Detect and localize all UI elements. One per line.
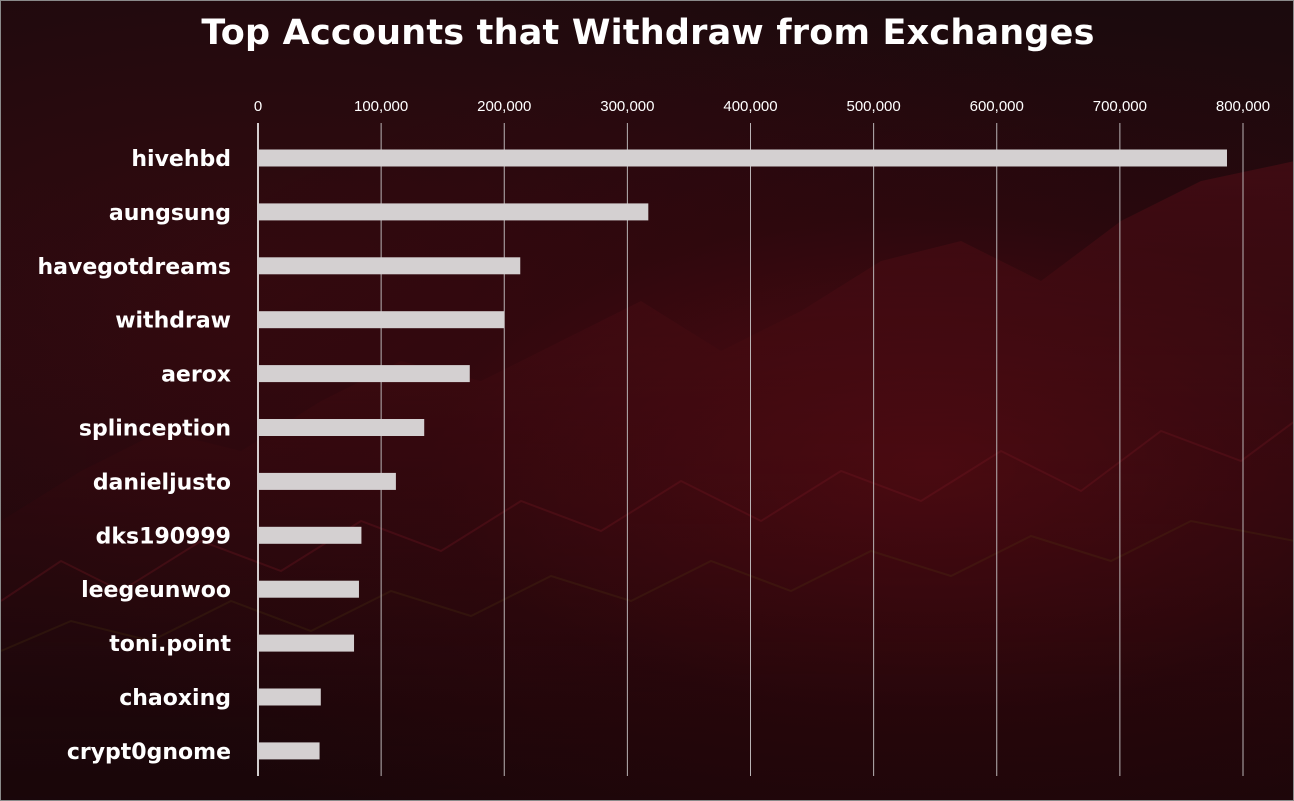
category-label: hivehbd [131, 147, 231, 172]
bar-danieljusto [258, 472, 396, 490]
x-tick-label: 300,000 [600, 98, 654, 115]
x-tick-label: 600,000 [970, 98, 1024, 115]
bar-leegeunwoo [258, 580, 359, 598]
x-tick-label: 200,000 [477, 98, 531, 115]
category-label: aerox [161, 363, 231, 388]
chart-title: Top Accounts that Withdraw from Exchange… [201, 13, 1095, 53]
x-tick-label: 400,000 [723, 98, 777, 115]
category-label: chaoxing [119, 686, 231, 711]
x-tick-label: 800,000 [1216, 98, 1270, 115]
bar-hivehbd [258, 149, 1227, 167]
category-label: aungsung [109, 201, 231, 226]
x-tick-label: 700,000 [1093, 98, 1147, 115]
category-labels: hivehbd aungsung havegotdreams withdraw aero… [37, 147, 231, 765]
x-tick-label: 0 [254, 98, 262, 115]
bar-aerox [258, 365, 470, 383]
bars [258, 149, 1227, 760]
bar-splinception [258, 419, 425, 436]
bar-toni-point [258, 634, 355, 652]
bar-withdraw [258, 311, 505, 329]
category-label: leegeunwoo [81, 578, 231, 603]
bar-chaoxing [258, 688, 321, 706]
category-label: splinception [79, 417, 231, 442]
category-label: toni.point [109, 632, 231, 657]
x-axis-ticks: 0 100,000 200,000 300,000 400,000 500,000 600,… [254, 98, 1270, 115]
bar-dks190999 [258, 526, 362, 544]
bar-havegotdreams [258, 257, 521, 275]
bar-aungsung [258, 203, 649, 221]
x-tick-label: 500,000 [847, 98, 901, 115]
category-label: crypt0gnome [67, 740, 231, 765]
gridlines [257, 123, 1244, 776]
category-label: danieljusto [93, 470, 231, 495]
x-tick-label: 100,000 [354, 98, 408, 115]
category-label: withdraw [115, 309, 231, 334]
bar-crypt0gnome [258, 742, 320, 760]
category-label: dks190999 [96, 524, 231, 549]
category-label: havegotdreams [37, 255, 231, 280]
